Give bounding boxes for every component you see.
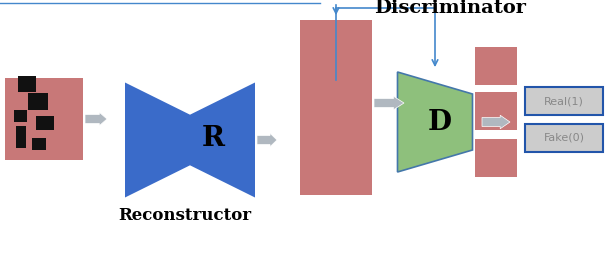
Polygon shape bbox=[125, 83, 190, 197]
Bar bbox=[5, 78, 83, 160]
Bar bbox=[475, 47, 517, 85]
Text: Real(1): Real(1) bbox=[544, 96, 584, 106]
Bar bbox=[300, 20, 372, 105]
Bar bbox=[525, 87, 603, 115]
Bar bbox=[14, 110, 27, 122]
Text: D: D bbox=[428, 109, 452, 136]
FancyArrow shape bbox=[85, 112, 107, 126]
FancyArrow shape bbox=[482, 115, 510, 129]
Polygon shape bbox=[190, 83, 255, 197]
Text: R: R bbox=[202, 124, 225, 151]
Bar bbox=[525, 124, 603, 152]
Polygon shape bbox=[398, 72, 472, 172]
Bar bbox=[16, 126, 26, 148]
Bar bbox=[36, 116, 54, 130]
FancyArrow shape bbox=[257, 133, 277, 147]
Text: Fake(0): Fake(0) bbox=[543, 133, 584, 143]
Bar bbox=[32, 138, 46, 150]
Bar bbox=[18, 76, 36, 92]
Bar bbox=[28, 93, 48, 110]
Text: Discriminator: Discriminator bbox=[374, 0, 526, 17]
Bar bbox=[475, 92, 517, 130]
FancyArrow shape bbox=[374, 96, 404, 110]
Bar bbox=[475, 139, 517, 177]
Bar bbox=[300, 80, 372, 195]
Text: Reconstructor: Reconstructor bbox=[119, 207, 252, 224]
